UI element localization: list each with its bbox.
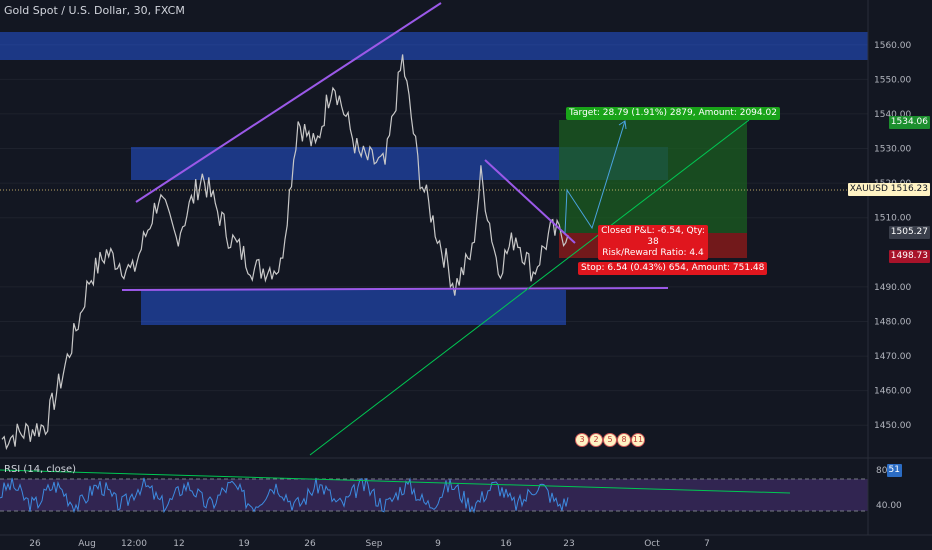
stop-price-tag: 1498.73 [888, 250, 930, 263]
rsi-band [0, 479, 868, 511]
down-trendline [484, 159, 576, 244]
rising-support-line [309, 119, 750, 456]
closed-pnl-box: Closed P&L: -6.54, Qty: 38 Risk/Reward R… [598, 225, 708, 260]
event-marker[interactable]: 5 [603, 433, 617, 447]
time-tick-label: Sep [366, 539, 383, 549]
time-tick-label: 26 [304, 539, 316, 549]
price-tick-label: 1460.00 [874, 387, 911, 397]
price-tick-label: 1540.00 [874, 110, 911, 120]
time-tick-label: 26 [29, 539, 41, 549]
entry-price-tag: 1505.27 [888, 226, 930, 239]
zone-top [0, 32, 868, 60]
time-tick-label: 12:00 [121, 539, 147, 549]
price-tick-label: 1450.00 [874, 421, 911, 431]
time-axis[interactable]: 26 Aug 12:00 12 19 26 Sep 9 16 23 Oct 7 [29, 539, 710, 549]
time-tick-label: 16 [500, 539, 512, 549]
rsi-value-tag: 51 [886, 464, 902, 477]
price-tick-label: 1510.00 [874, 214, 911, 224]
closed-pnl-text: Closed P&L: -6.54, Qty: 38 [601, 226, 705, 247]
upper-trendline [135, 2, 442, 203]
stop-label: Stop: 6.54 (0.43%) 654, Amount: 751.48 [578, 262, 768, 275]
event-marker[interactable]: 11 [631, 433, 645, 447]
price-tick-label: 1470.00 [874, 352, 911, 362]
time-tick-label: 23 [563, 539, 574, 549]
chart-title: Gold Spot / U.S. Dollar, 30, FXCM [4, 4, 185, 17]
event-marker[interactable]: 3 [575, 433, 589, 447]
rsi-series [0, 477, 569, 514]
projection-path [564, 120, 626, 234]
time-tick-label: 9 [435, 539, 441, 549]
risk-reward-text: Risk/Reward Ratio: 4.4 [602, 248, 704, 258]
symbol-label: XAUUSD [849, 184, 888, 194]
time-tick-label: Oct [644, 539, 660, 549]
horizontal-support-line [121, 287, 669, 291]
symbol-price-tag: XAUUSD 1516.23 [847, 183, 930, 196]
target-price-tag: 1534.06 [888, 116, 930, 129]
event-marker[interactable]: 2 [589, 433, 603, 447]
time-tick-label: 19 [238, 539, 250, 549]
gridlines [0, 44, 868, 426]
time-tick-label: 12 [173, 539, 184, 549]
rsi-tick-label: 40.00 [876, 501, 902, 511]
price-tick-label: 1530.00 [874, 145, 911, 155]
price-tick-label: 1560.00 [874, 41, 911, 51]
event-marker[interactable]: 8 [617, 433, 631, 447]
price-tick-label: 1550.00 [874, 75, 911, 85]
target-label: Target: 28.79 (1.91%) 2879, Amount: 2094… [566, 107, 780, 120]
rsi-title: RSI (14, close) [4, 464, 77, 475]
projection-arrowhead [618, 120, 627, 130]
time-tick-label: Aug [78, 539, 96, 549]
price-series [1, 54, 569, 451]
zone-bottom [141, 290, 566, 325]
price-tick-label: 1480.00 [874, 317, 911, 327]
price-tick-label: 1490.00 [874, 283, 911, 293]
time-tick-label: 7 [704, 539, 710, 549]
symbol-price: 1516.23 [890, 184, 928, 194]
rsi-trendline [0, 469, 791, 494]
profit-zone [559, 120, 747, 233]
